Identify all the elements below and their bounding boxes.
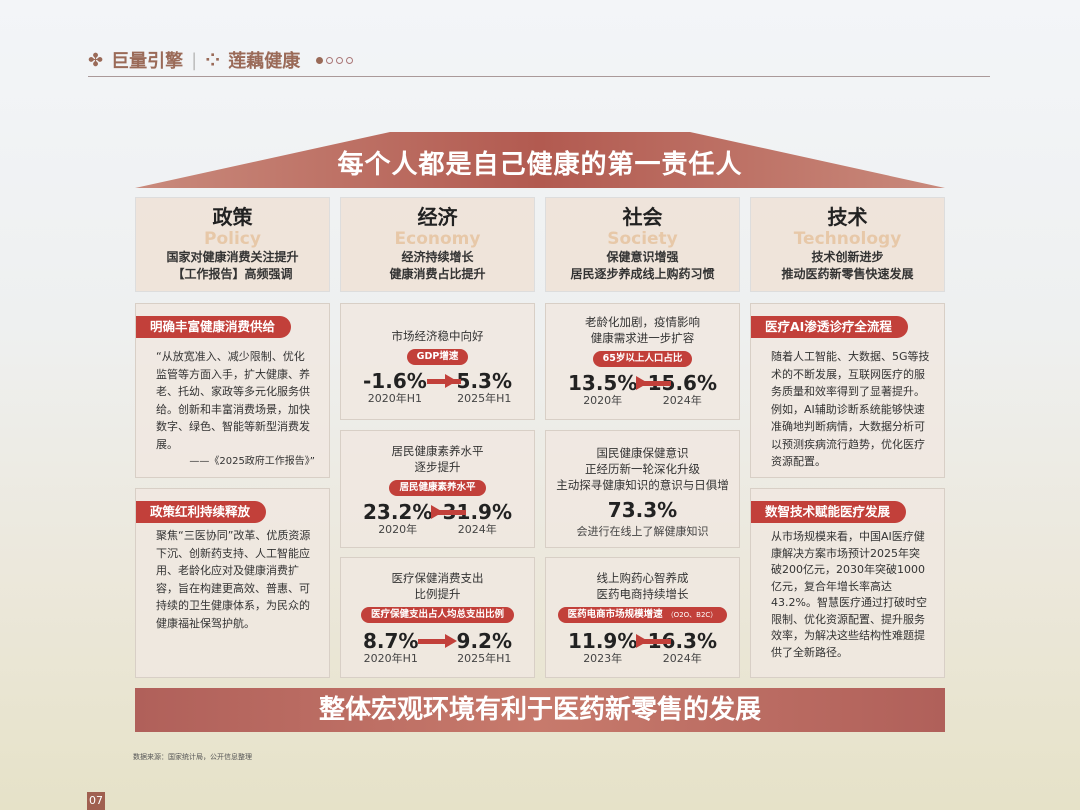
stat-pill: GDP增速 <box>406 349 469 365</box>
stat-to: 9.2% <box>456 629 512 653</box>
card-text: “从放宽准入、减少限制、优化监管等方面入手，扩大健康、养老、托幼、家政等多元化服… <box>156 350 310 451</box>
economy-stat-3: 医疗保健消费支出 比例提升 医疗保健支出占人均总支出比例 8.7% 2020年H1 … <box>340 557 535 678</box>
economy-stat-1: 市场经济稳中向好 GDP增速 -1.6% 2020年H1 5.3% 2025年H1 <box>340 303 535 420</box>
society-stat-2: 国民健康保健意识 正经历新一轮深化升级 主动探寻健康知识的意识与日俱增 73.3% … <box>545 430 740 548</box>
conclusion-banner: 整体宏观环境有利于医药新零售的发展 <box>135 688 945 732</box>
column-header-policy: 政策 Policy 国家对健康消费关注提升 【工作报告】高频强调 <box>135 197 330 292</box>
stat-from: 13.5% <box>568 371 638 395</box>
column-en: Society <box>607 229 678 249</box>
card-tag: 数智技术赋能医疗发展 <box>751 501 907 523</box>
policy-card-2: 政策红利持续释放 聚焦“三医协同”改革、优质资源下沉、创新药支持、人工智能应用、… <box>135 488 330 678</box>
stat-value: 73.3% <box>607 498 678 522</box>
column-en: Policy <box>204 229 261 249</box>
arrow-right-icon <box>418 634 457 648</box>
society-stat-1: 老龄化加剧，疫情影响 健康需求进一步扩容 65岁以上人口占比 13.5% 2020年… <box>545 303 740 420</box>
card-tag: 明确丰富健康消费供给 <box>136 316 292 338</box>
stat-from-year: 2023年 <box>583 652 623 665</box>
brand-logo-icon: ✤ <box>88 49 104 71</box>
column-header-society: 社会 Society 保健意识增强 居民逐步养成线上购药习惯 <box>545 197 740 292</box>
stat-to-year: 2024年 <box>662 394 702 407</box>
stat-to-year: 2025年H1 <box>457 392 512 405</box>
stat-pill: 医疗保健支出占人均总支出比例 <box>360 607 514 623</box>
stat-from: 8.7% <box>363 629 419 653</box>
stat-from: 23.2% <box>363 500 433 524</box>
stat-caption: 线上购药心智养成 医药电商持续增长 <box>596 571 689 601</box>
stat-caption: 国民健康保健意识 正经历新一轮深化升级 主动探寻健康知识的意识与日俱增 <box>556 446 729 492</box>
stat-to-year: 2024年 <box>457 523 497 536</box>
stat-from: -1.6% <box>363 369 427 393</box>
main-title: 每个人都是自己健康的第一责任人 <box>337 150 743 180</box>
stat-caption: 医疗保健消费支出 比例提升 <box>391 571 484 601</box>
tech-card-1: 医疗AI渗透诊疗全流程 随着人工智能、大数据、5G等技术的不断发展，互联网医疗的… <box>750 303 945 478</box>
stat-caption: 老龄化加剧，疫情影响 健康需求进一步扩容 <box>585 315 700 345</box>
column-sub: 保健意识增强 <box>606 250 679 264</box>
column-title: 政策 <box>212 205 253 229</box>
stat-pill: 居民健康素养水平 <box>389 480 486 496</box>
column-sub: 技术创新进步 <box>811 250 884 264</box>
card-text: 从市场规模来看，中国AI医疗健康解决方案市场预计2025年突破200亿元，203… <box>771 530 927 659</box>
column-sub: 居民逐步养成线上购药习惯 <box>570 267 715 281</box>
stat-note: 会进行在线上了解健康知识 <box>576 525 709 538</box>
column-sub: 国家对健康消费关注提升 <box>166 250 299 264</box>
divider: | <box>191 49 198 71</box>
column-sub: 推动医药新零售快速发展 <box>781 267 914 281</box>
page-number: 07 <box>87 792 105 810</box>
column-en: Technology <box>793 229 902 249</box>
stat-to: 15.6% <box>647 371 717 395</box>
column-title: 社会 <box>622 205 663 229</box>
economy-stat-2: 居民健康素养水平 逐步提升 居民健康素养水平 23.2% 2020年 31.9% 20… <box>340 430 535 548</box>
column-sub: 经济持续增长 <box>401 250 474 264</box>
column-title: 技术 <box>827 205 868 229</box>
stat-caption: 居民健康素养水平 逐步提升 <box>391 444 484 474</box>
card-text: 聚焦“三医协同”改革、优质资源下沉、创新药支持、人工智能应用、老龄化应对及健康消… <box>156 529 311 630</box>
brand2: 莲藕健康 <box>228 51 301 72</box>
card-tag: 政策红利持续释放 <box>136 501 267 523</box>
stat-from-year: 2020年H1 <box>363 652 418 665</box>
brand1: 巨量引擎 <box>111 51 184 72</box>
arrow-right-icon <box>635 376 673 390</box>
column-title: 经济 <box>417 205 458 229</box>
stat-pill: 65岁以上人口占比 <box>592 351 693 367</box>
column-header-economy: 经济 Economy 经济持续增长 健康消费占比提升 <box>340 197 535 292</box>
society-stat-3: 线上购药心智养成 医药电商持续增长 医药电商市场规模增速 （O2O、B2C） 11.… <box>545 557 740 678</box>
stat-to-year: 2025年H1 <box>457 652 512 665</box>
tech-card-2: 数智技术赋能医疗发展 从市场规模来看，中国AI医疗健康解决方案市场预计2025年… <box>750 488 945 678</box>
roof-shape <box>135 132 945 188</box>
column-en: Economy <box>394 229 481 249</box>
column-sub: 健康消费占比提升 <box>389 267 486 281</box>
page-dots <box>316 56 354 64</box>
column-header-technology: 技术 Technology 技术创新进步 推动医药新零售快速发展 <box>750 197 945 292</box>
policy-card-1: 明确丰富健康消费供给 “从放宽准入、减少限制、优化监管等方面入手，扩大健康、养老… <box>135 303 330 478</box>
stat-from-year: 2020年H1 <box>367 392 423 405</box>
stat-from: 11.9% <box>568 629 638 653</box>
arrow-right-icon <box>635 634 673 648</box>
arrow-right-icon <box>430 505 468 519</box>
stat-to: 16.3% <box>647 629 717 653</box>
stat-from-year: 2020年 <box>583 394 623 407</box>
brand2-logo-icon: ⁘ <box>205 49 221 71</box>
quote-source: ——《2025政府工作报告》” <box>189 456 315 467</box>
arrow-right-icon <box>426 374 461 388</box>
card-text: 随着人工智能、大数据、5G等技术的不断发展，互联网医疗的服务质量和效率得到了显著… <box>771 350 930 468</box>
stat-to: 5.3% <box>456 369 512 393</box>
stat-caption: 市场经济稳中向好 <box>391 329 484 343</box>
data-source: 数据来源：国家统计局，公开信息整理 <box>133 753 252 761</box>
stat-to-year: 2024年 <box>662 652 702 665</box>
stat-to: 31.9% <box>442 500 512 524</box>
header-divider <box>88 76 990 77</box>
stat-from-year: 2020年 <box>378 523 418 536</box>
column-sub: 【工作报告】高频强调 <box>172 267 293 281</box>
header-logos: ✤ 巨量引擎 | ⁘ 莲藕健康 <box>88 46 354 74</box>
card-tag: 医疗AI渗透诊疗全流程 <box>751 316 908 338</box>
stat-pill: 医药电商市场规模增速 （O2O、B2C） <box>557 607 728 623</box>
